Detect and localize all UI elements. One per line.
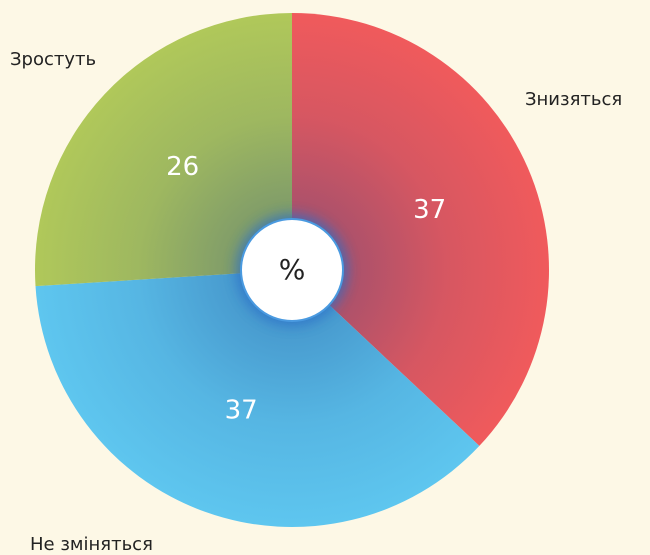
center-label: % — [279, 253, 306, 286]
value-label: 26 — [166, 152, 199, 182]
category-label: Не зміняться — [30, 534, 153, 555]
center-hole — [240, 218, 344, 322]
pie — [34, 13, 549, 528]
value-label: 37 — [225, 396, 258, 426]
category-label: Зростуть — [10, 49, 96, 70]
slice-shade — [292, 13, 549, 446]
value-label: 37 — [413, 195, 446, 225]
slice-shade — [34, 13, 292, 287]
slice-shade — [35, 270, 480, 528]
category-label: Знизяться — [525, 89, 622, 110]
